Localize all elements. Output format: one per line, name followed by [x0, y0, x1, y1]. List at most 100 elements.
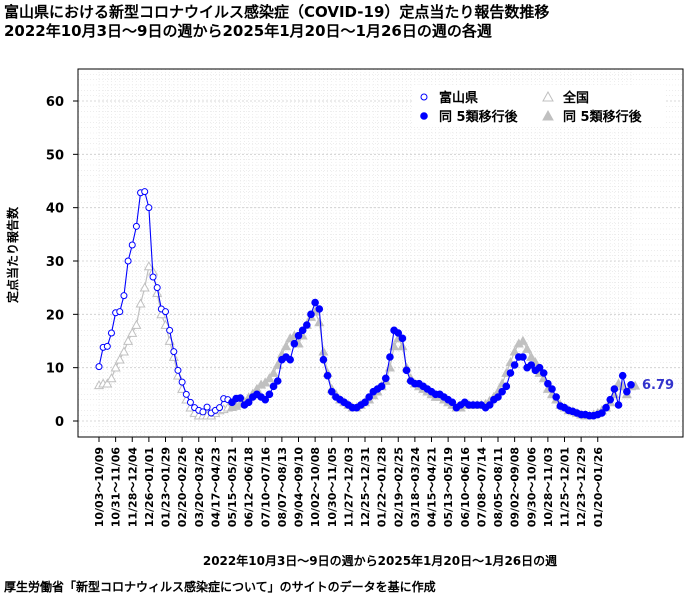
x-tick-label: 01/20～01/26 [592, 447, 605, 528]
toyama-point-post [602, 403, 610, 412]
toyama-point-post [244, 398, 253, 407]
source-note: 厚生労働省「新型コロナウィルス感染症について」のサイトのデータを基に作成 [4, 580, 436, 594]
x-tick-label: 09/30～10/06 [525, 447, 538, 528]
x-tick-label: 09/04～09/10 [293, 447, 306, 528]
toyama-point-post [485, 401, 494, 409]
national-point [118, 346, 129, 356]
y-tick-label: 20 [46, 308, 64, 323]
legend-marker-national [542, 90, 554, 102]
national-point [123, 335, 134, 345]
toyama-point-post [548, 385, 556, 393]
toyama-point-post [402, 366, 411, 375]
toyama-point [170, 348, 178, 356]
x-tick-label: 03/18～03/24 [409, 447, 422, 528]
toyama-point [199, 408, 207, 416]
x-tick-label: 10/31～11/06 [110, 447, 123, 528]
toyama-point-post [298, 326, 307, 335]
toyama-point-post [265, 390, 274, 399]
toyama-point [120, 292, 128, 300]
toyama-point-post [623, 387, 631, 396]
toyama-point [178, 378, 186, 386]
toyama-point [216, 404, 224, 412]
toyama-point-post [535, 363, 544, 372]
x-tick-label: 01/22～01/28 [376, 447, 389, 527]
toyama-point [153, 284, 161, 292]
toyama-point-post [273, 377, 282, 385]
toyama-point-post [319, 355, 328, 364]
legend-label-national: 全国 [562, 90, 589, 106]
national-point [168, 351, 179, 361]
toyama-point-post [327, 387, 336, 396]
x-tick-label: 03/20～03/26 [193, 447, 206, 528]
toyama-point-post [502, 382, 511, 391]
x-tick-label: 12/23～12/29 [575, 447, 588, 527]
x-tick-label: 12/26～01/01 [143, 447, 156, 527]
toyama-point [128, 241, 136, 249]
toyama-point-post [286, 355, 294, 364]
toyama-point-post [394, 329, 403, 337]
x-tick-label: 07/08～07/14 [475, 447, 488, 528]
toyama-point-post [311, 298, 319, 307]
toyama-point-post [606, 395, 615, 404]
national-point-post [268, 367, 279, 377]
x-tick-label: 10/30～11/05 [326, 447, 339, 527]
toyama-point-post [610, 385, 619, 393]
y-tick-label: 50 [46, 148, 64, 163]
y-tick-label: 60 [46, 95, 64, 110]
national-point [143, 261, 154, 271]
toyama-point [203, 403, 211, 411]
legend-marker-national-post [542, 109, 554, 121]
x-tick-label: 10/02～10/08 [309, 447, 322, 527]
toyama-point-post [539, 369, 548, 377]
national-point [106, 373, 117, 383]
toyama-point-post [618, 371, 627, 380]
toyama-point [166, 326, 174, 334]
legend-label-toyama: 富山県 [439, 90, 478, 106]
x-tick-label: 11/25～12/01 [559, 447, 572, 527]
toyama-point [182, 390, 190, 398]
national-point-post [280, 341, 292, 351]
x-tick-label: 09/02～09/08 [509, 447, 522, 527]
x-tick-label: 11/28～12/04 [126, 447, 139, 528]
toyama-point [149, 273, 157, 281]
toyama-point [145, 204, 153, 212]
national-point-post [264, 373, 275, 383]
toyama-point-post [614, 401, 623, 409]
toyama-point-post [315, 305, 324, 313]
y-tick-label: 40 [46, 202, 64, 217]
national-point [102, 378, 113, 388]
national-point-post [509, 346, 520, 356]
toyama-point-post [307, 310, 315, 319]
x-tick-label: 08/07～08/13 [276, 447, 289, 527]
x-tick-label: 01/23～01/29 [160, 447, 173, 527]
toyama-point-post [323, 371, 332, 380]
x-tick-label: 05/13～05/19 [442, 447, 455, 527]
toyama-point-post [381, 374, 390, 383]
y-tick-label: 30 [46, 255, 64, 270]
toyama-point [174, 366, 182, 374]
x-tick-label: 12/25～12/31 [359, 447, 372, 527]
national-point [127, 327, 138, 337]
chart-title: 富山県における新型コロナウイルス感染症（COVID-19）定点当たり報告数推移 [4, 3, 550, 21]
chart-subtitle: 2022年10月3日～9日の週から2025年1月20日～1月26日の週の各週 [4, 22, 492, 40]
x-tick-label: 08/05～08/11 [492, 447, 505, 527]
toyama-point [107, 329, 115, 337]
x-tick-label: 10/03～10/09 [93, 447, 106, 527]
toyama-point-post [598, 409, 606, 417]
national-point [160, 319, 171, 329]
toyama-point-post [361, 398, 369, 407]
toyama-point [186, 398, 194, 406]
x-tick-label: 06/10～06/16 [459, 447, 472, 528]
toyama-point-post [398, 334, 407, 343]
toyama-point-post [498, 387, 506, 396]
toyama-point-post [506, 369, 515, 377]
toyama-point [95, 363, 103, 371]
national-point [114, 354, 125, 364]
toyama-point-post [519, 353, 527, 361]
national-point [135, 298, 146, 308]
national-point [110, 362, 121, 372]
toyama-point [124, 257, 132, 265]
toyama-point-post [377, 382, 386, 391]
x-axis-label: 2022年10月3日～9日の週から2025年1月20日～1月26日の週 [203, 553, 557, 568]
